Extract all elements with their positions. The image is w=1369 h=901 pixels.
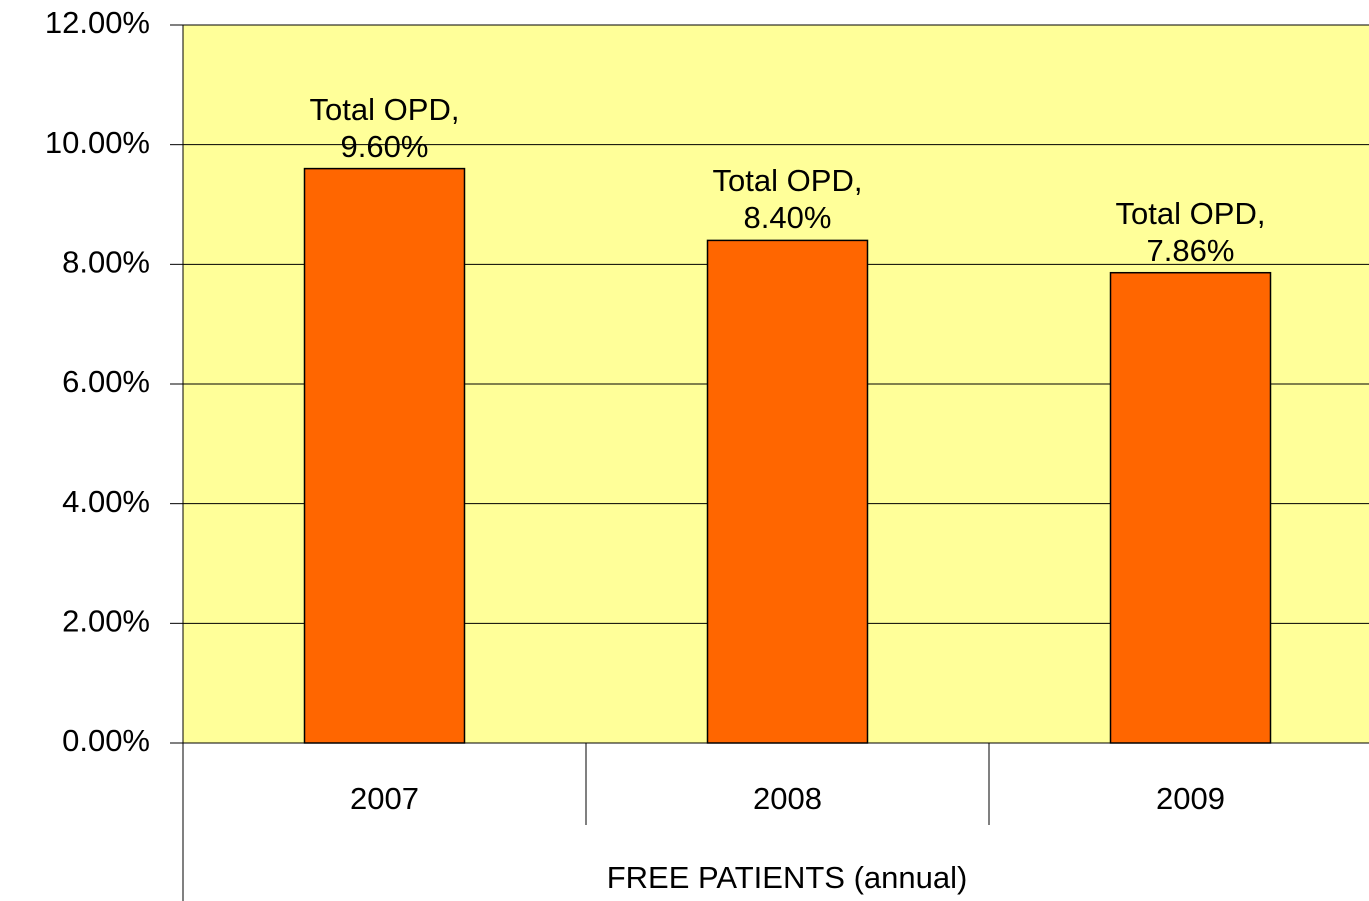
x-tick-label: 2009 (1156, 781, 1225, 816)
y-tick-label: 10.00% (45, 125, 150, 160)
x-tick-label: 2007 (350, 781, 419, 816)
x-axis-title: FREE PATIENTS (annual) (607, 860, 968, 895)
bar (1109, 271, 1272, 744)
data-label: Total OPD, 8.40% (712, 163, 863, 236)
bar (706, 239, 869, 744)
data-label: Total OPD, 7.86% (1115, 195, 1266, 268)
y-tick-label: 8.00% (62, 245, 150, 280)
data-label: Total OPD, 9.60% (309, 91, 460, 164)
y-tick-label: 4.00% (62, 484, 150, 519)
y-tick-label: 12.00% (45, 5, 150, 40)
y-tick-label: 6.00% (62, 364, 150, 399)
y-tick-label: 2.00% (62, 604, 150, 639)
y-tick-label: 0.00% (62, 723, 150, 758)
bar (303, 167, 466, 744)
x-tick-label: 2008 (753, 781, 822, 816)
